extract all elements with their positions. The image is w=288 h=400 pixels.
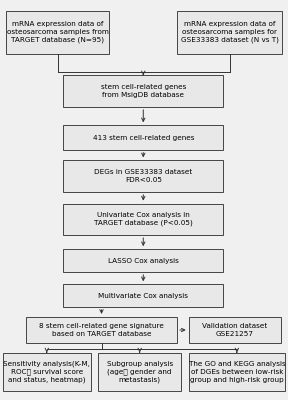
FancyBboxPatch shape bbox=[63, 76, 223, 107]
FancyBboxPatch shape bbox=[63, 204, 223, 235]
Text: LASSO Cox analysis: LASSO Cox analysis bbox=[108, 258, 179, 264]
Text: 8 stem cell-related gene signature
based on TARGET database: 8 stem cell-related gene signature based… bbox=[39, 323, 164, 337]
FancyBboxPatch shape bbox=[26, 317, 177, 343]
Text: mRNA expression data of
osteosarcoma samples from
TARGET database (N=95): mRNA expression data of osteosarcoma sam… bbox=[7, 22, 109, 44]
Text: Sensitivity analysis(K-M,
ROC， survival score
and status, heatmap): Sensitivity analysis(K-M, ROC， survival … bbox=[3, 360, 90, 384]
Text: Validation dataset
GSE21257: Validation dataset GSE21257 bbox=[202, 323, 267, 337]
FancyBboxPatch shape bbox=[98, 353, 181, 391]
FancyBboxPatch shape bbox=[63, 249, 223, 272]
Text: mRNA expression data of
osteosarcoma samples for
GSE33383 dataset (N vs T): mRNA expression data of osteosarcoma sam… bbox=[181, 22, 278, 44]
Text: 413 stem cell-related genes: 413 stem cell-related genes bbox=[92, 134, 194, 140]
FancyBboxPatch shape bbox=[63, 284, 223, 307]
FancyBboxPatch shape bbox=[3, 353, 91, 391]
Text: Multivariate Cox analysis: Multivariate Cox analysis bbox=[98, 293, 188, 299]
FancyBboxPatch shape bbox=[189, 353, 285, 391]
FancyBboxPatch shape bbox=[189, 317, 281, 343]
FancyBboxPatch shape bbox=[6, 10, 109, 54]
Text: The GO and KEGG analysis
of DGEs between low-risk
group and high-risk group: The GO and KEGG analysis of DGEs between… bbox=[189, 361, 285, 383]
Text: Subgroup analysis
(age， gender and
metastasis): Subgroup analysis (age， gender and metas… bbox=[107, 361, 173, 383]
FancyBboxPatch shape bbox=[177, 10, 282, 54]
FancyBboxPatch shape bbox=[63, 160, 223, 192]
Text: Univariate Cox analysis in
TARGET database (P<0.05): Univariate Cox analysis in TARGET databa… bbox=[94, 212, 193, 226]
Text: DEGs in GSE33383 dataset
FDR<0.05: DEGs in GSE33383 dataset FDR<0.05 bbox=[94, 169, 192, 183]
FancyBboxPatch shape bbox=[63, 125, 223, 150]
Text: stem cell-related genes
from MsigDB database: stem cell-related genes from MsigDB data… bbox=[101, 84, 186, 98]
